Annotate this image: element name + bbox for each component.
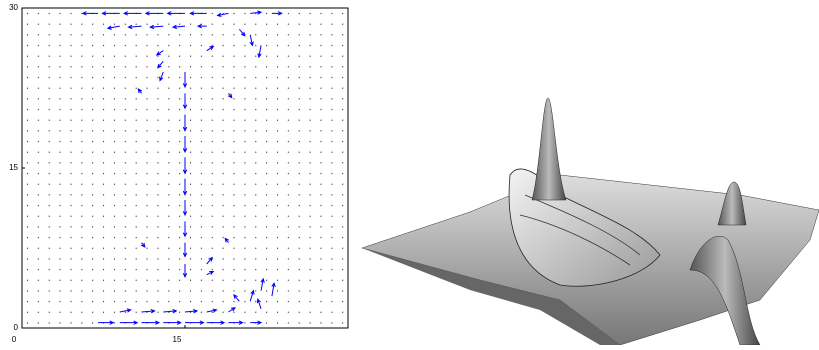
y-tick-label: 15 xyxy=(9,163,18,172)
arrow xyxy=(185,320,205,325)
arrow xyxy=(196,23,207,29)
arrow xyxy=(163,309,178,314)
arrow xyxy=(228,307,236,313)
arrow xyxy=(182,157,188,175)
arrow xyxy=(233,294,240,302)
arrow xyxy=(127,24,142,30)
arrow xyxy=(141,309,156,314)
arrow xyxy=(260,277,265,291)
arrow xyxy=(271,282,276,297)
y-tick-label: 30 xyxy=(9,3,18,12)
arrow xyxy=(106,25,120,30)
arrow xyxy=(271,11,283,16)
arrow xyxy=(249,289,255,302)
arrow xyxy=(119,320,139,325)
arrow xyxy=(216,12,229,17)
x-tick-label: 15 xyxy=(173,335,182,344)
arrow xyxy=(250,10,263,15)
arrow xyxy=(182,242,188,258)
arrow xyxy=(182,114,188,132)
arrow xyxy=(182,72,188,89)
arrow xyxy=(137,88,143,94)
surface-front xyxy=(362,248,620,345)
surface-peak xyxy=(531,97,567,201)
arrow xyxy=(228,320,244,325)
arrow xyxy=(101,11,120,16)
arrow xyxy=(238,29,246,37)
arrow xyxy=(182,264,188,278)
arrow xyxy=(144,11,164,16)
arrow xyxy=(257,45,262,59)
arrow xyxy=(206,320,226,325)
arrow xyxy=(182,221,188,238)
arrow xyxy=(249,34,254,47)
arrow xyxy=(81,11,99,16)
arrow xyxy=(157,61,164,69)
arrow xyxy=(224,237,230,243)
arrow xyxy=(182,200,188,217)
arrow xyxy=(250,320,263,325)
arrow xyxy=(182,93,188,110)
arrow xyxy=(206,256,213,265)
quiver-plot: 0 15 0 15 30 xyxy=(9,3,283,344)
arrow xyxy=(155,50,164,56)
arrow xyxy=(159,71,164,82)
arrow xyxy=(227,93,233,99)
arrow xyxy=(141,320,161,325)
surface-wave xyxy=(689,236,761,346)
surface-contour xyxy=(519,214,631,266)
arrow xyxy=(206,45,215,52)
surface-plot xyxy=(361,97,819,346)
arrow xyxy=(206,270,215,276)
arrow xyxy=(171,24,186,30)
arrow xyxy=(98,320,115,325)
x-tick-label: 0 xyxy=(12,335,17,344)
arrow xyxy=(184,309,199,314)
arrow xyxy=(182,136,188,154)
y-tick-label: 0 xyxy=(14,323,19,332)
arrow xyxy=(166,11,185,16)
arrow xyxy=(206,308,218,313)
arrow xyxy=(256,298,262,309)
surface-peak xyxy=(717,181,747,226)
arrow xyxy=(149,24,164,30)
arrow xyxy=(122,11,142,16)
arrow xyxy=(182,178,188,196)
arrow xyxy=(189,11,207,16)
arrow xyxy=(163,320,182,325)
arrow xyxy=(119,308,132,313)
arrow xyxy=(140,242,146,248)
